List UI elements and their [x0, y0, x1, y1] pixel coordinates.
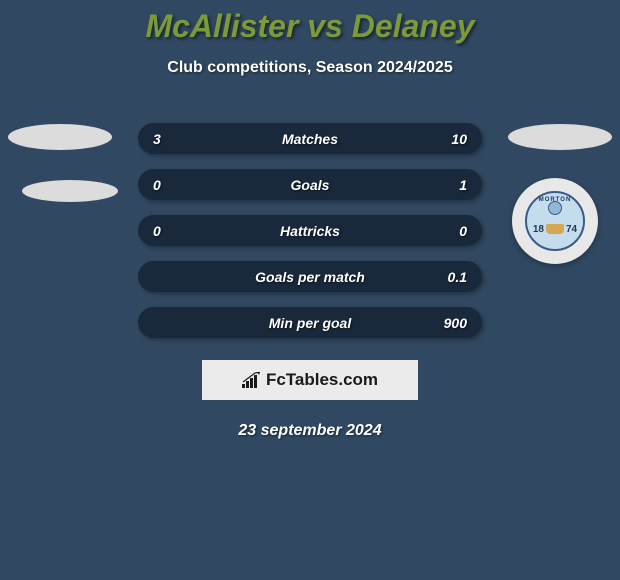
stat-right-value: 0	[459, 223, 467, 239]
stat-right-value: 900	[444, 315, 467, 331]
stat-right-value: 0.1	[448, 269, 467, 285]
stat-left-value: 3	[153, 131, 161, 147]
player-left-logo-placeholder-1	[8, 124, 112, 150]
stat-row-min-per-goal: Min per goal 900	[138, 307, 482, 338]
stat-row-goals: 0 Goals 1	[138, 169, 482, 200]
badge-year-left: 18	[533, 224, 544, 235]
stat-right-value: 10	[451, 131, 467, 147]
stat-row-matches: 3 Matches 10	[138, 123, 482, 154]
chart-icon	[242, 372, 262, 388]
stat-label: Goals per match	[255, 269, 365, 285]
stat-label: Min per goal	[269, 315, 351, 331]
badge-year-right: 74	[566, 224, 577, 235]
fctables-label: FcTables.com	[266, 370, 378, 390]
stat-left-value: 0	[153, 223, 161, 239]
stat-label: Goals	[291, 177, 330, 193]
stat-left-value: 0	[153, 177, 161, 193]
badge-ball-icon	[548, 201, 562, 215]
snapshot-date: 23 september 2024	[0, 422, 620, 440]
stat-label: Hattricks	[280, 223, 340, 239]
badge-year: 18 74	[533, 224, 577, 235]
stat-label: Matches	[282, 131, 338, 147]
club-badge-morton: MORTON 18 74	[512, 178, 598, 264]
badge-ship-icon	[546, 224, 564, 234]
player-right-logo-placeholder-1	[508, 124, 612, 150]
comparison-title: McAllister vs Delaney	[0, 0, 620, 45]
stat-row-goals-per-match: Goals per match 0.1	[138, 261, 482, 292]
season-subtitle: Club competitions, Season 2024/2025	[0, 59, 620, 77]
fctables-attribution[interactable]: FcTables.com	[202, 360, 418, 400]
club-badge-inner: MORTON 18 74	[525, 191, 585, 251]
player-left-logo-placeholder-2	[22, 180, 118, 202]
stat-right-value: 1	[459, 177, 467, 193]
stat-row-hattricks: 0 Hattricks 0	[138, 215, 482, 246]
